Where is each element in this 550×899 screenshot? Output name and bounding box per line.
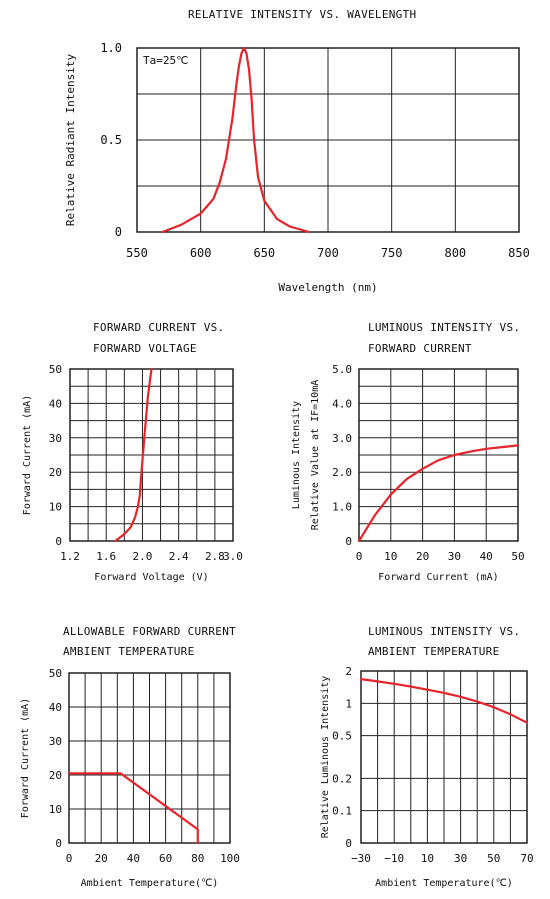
y-tick-label: 4.0 (332, 397, 352, 410)
chart-wavelength: 550 600 650 700 750 800 850 0 0.5 1.0 Wavelength (… (64, 41, 530, 294)
x-tick-label: 850 (508, 246, 530, 260)
x-tick-label: 30 (454, 852, 467, 865)
y-tick-label: 10 (49, 501, 62, 514)
chart-fwd_voltage: 1.2 1.6 2.0 2.4 2.83.0 0 10 20 30 40 50 Forward Vol… (22, 363, 243, 583)
x-tick-label: 0 (66, 852, 73, 865)
y-tick-label: 40 (49, 397, 62, 410)
x-tick-label: 1.2 (60, 550, 80, 563)
chart-title-lum-current-line1: LUMINOUS INTENSITY VS. (368, 321, 521, 334)
y-tick-label: 5.0 (332, 363, 352, 376)
chart-lum_current: 0 10 20 30 40 50 0 1.0 2.0 3.0 4.0 5.0 Forward Curre… (291, 363, 525, 583)
y-tick-label: 20 (49, 769, 62, 782)
y-tick-label: 30 (49, 735, 62, 748)
y-tick-label: 0 (55, 535, 62, 548)
x-tick-label: 600 (190, 246, 212, 260)
y-tick-label: 1.0 (332, 501, 352, 514)
y-tick-label: 1.0 (100, 41, 122, 55)
x-tick-label: 800 (444, 246, 466, 260)
y-tick-label: 50 (49, 667, 62, 680)
x-tick-label: 10 (421, 852, 434, 865)
chart-title-allow-current-line1: ALLOWABLE FORWARD CURRENT (63, 625, 237, 638)
x-tick-label: 2.4 (169, 550, 189, 563)
x-axis-label: Wavelength (nm) (278, 281, 377, 294)
y-axis-label-secondary: Relative Value at IF=10mA (310, 380, 321, 531)
x-tick-label: 100 (220, 852, 240, 865)
x-tick-label: 20 (95, 852, 108, 865)
chart-lum_temp: −30 −10 10 30 50 70 2 1 0.5 0.2 0.1 0 Ambient Temper… (320, 665, 534, 889)
x-tick-label: 2.8 (205, 550, 225, 563)
x-tick-label: 650 (253, 246, 275, 260)
y-tick-label: 1 (345, 697, 352, 710)
y-tick-label: 2.0 (332, 466, 352, 479)
y-axis-label: Relative Radiant Intensity (64, 54, 77, 227)
chart-title-lum-current-line2: FORWARD CURRENT (368, 342, 472, 355)
x-axis-label: Ambient Temperature(℃) (81, 878, 219, 889)
y-tick-label: 0 (345, 535, 352, 548)
series-line (357, 444, 520, 543)
chart-title-fwd-voltage-line2: FORWARD VOLTAGE (93, 342, 197, 355)
y-axis-label: Forward Current (mA) (22, 395, 33, 515)
x-tick-label: 750 (381, 246, 403, 260)
series-line (161, 46, 310, 234)
y-tick-label: 0 (115, 225, 122, 239)
x-tick-label: 20 (416, 550, 429, 563)
y-tick-label: 0 (55, 837, 62, 850)
y-axis-label: Relative Luminous Intensity (320, 676, 331, 839)
chart-title-fwd-voltage-line1: FORWARD CURRENT VS. (93, 321, 225, 334)
series-line (359, 677, 529, 724)
y-tick-label: 30 (49, 432, 62, 445)
chart-title-lum-temp-line2: AMBIENT TEMPERATURE (368, 645, 500, 658)
x-tick-label: 2.0 (133, 550, 153, 563)
y-tick-label: 0 (345, 837, 352, 850)
x-tick-label: −10 (384, 852, 404, 865)
y-tick-label: 20 (49, 466, 62, 479)
y-axis-label: Luminous Intensity (291, 401, 302, 509)
x-axis-label: Forward Current (mA) (378, 572, 498, 583)
x-tick-label: 50 (511, 550, 524, 563)
chart-title-wavelength: RELATIVE INTENSITY VS. WAVELENGTH (188, 8, 417, 21)
x-tick-label: 80 (191, 852, 204, 865)
y-axis-label: Forward Current (mA) (20, 698, 31, 818)
x-tick-label: −30 (351, 852, 371, 865)
y-tick-label: 2 (345, 665, 352, 678)
x-tick-label: 700 (317, 246, 339, 260)
x-tick-label: 3.0 (223, 550, 243, 563)
x-axis-label: Ambient Temperature(℃) (375, 878, 513, 889)
y-tick-label: 0.5 (332, 730, 352, 743)
y-tick-label: 0.2 (332, 772, 352, 785)
x-tick-label: 30 (448, 550, 461, 563)
x-axis-label: Forward Voltage (V) (94, 572, 208, 583)
series-line (114, 367, 153, 543)
y-tick-label: 10 (49, 803, 62, 816)
x-tick-label: 70 (520, 852, 533, 865)
chart-annotation: Ta=25℃ (143, 54, 188, 67)
chart-allow_current: 0 20 40 60 80 100 0 10 20 30 40 50 Ambient Temperatu… (20, 667, 240, 889)
x-tick-label: 40 (480, 550, 493, 563)
y-tick-label: 0.5 (100, 133, 122, 147)
y-tick-label: 50 (49, 363, 62, 376)
x-tick-label: 60 (159, 852, 172, 865)
x-tick-label: 550 (126, 246, 148, 260)
chart-title-lum-temp-line1: LUMINOUS INTENSITY VS. (368, 625, 521, 638)
y-tick-label: 0.1 (332, 805, 352, 818)
y-tick-label: 40 (49, 701, 62, 714)
x-tick-label: 10 (384, 550, 397, 563)
chart-title-allow-current-line2: AMBIENT TEMPERATURE (63, 645, 195, 658)
series-line (67, 772, 199, 845)
x-tick-label: 50 (487, 852, 500, 865)
x-tick-label: 0 (356, 550, 363, 563)
y-tick-label: 3.0 (332, 432, 352, 445)
x-tick-label: 1.6 (96, 550, 116, 563)
x-tick-label: 40 (127, 852, 140, 865)
